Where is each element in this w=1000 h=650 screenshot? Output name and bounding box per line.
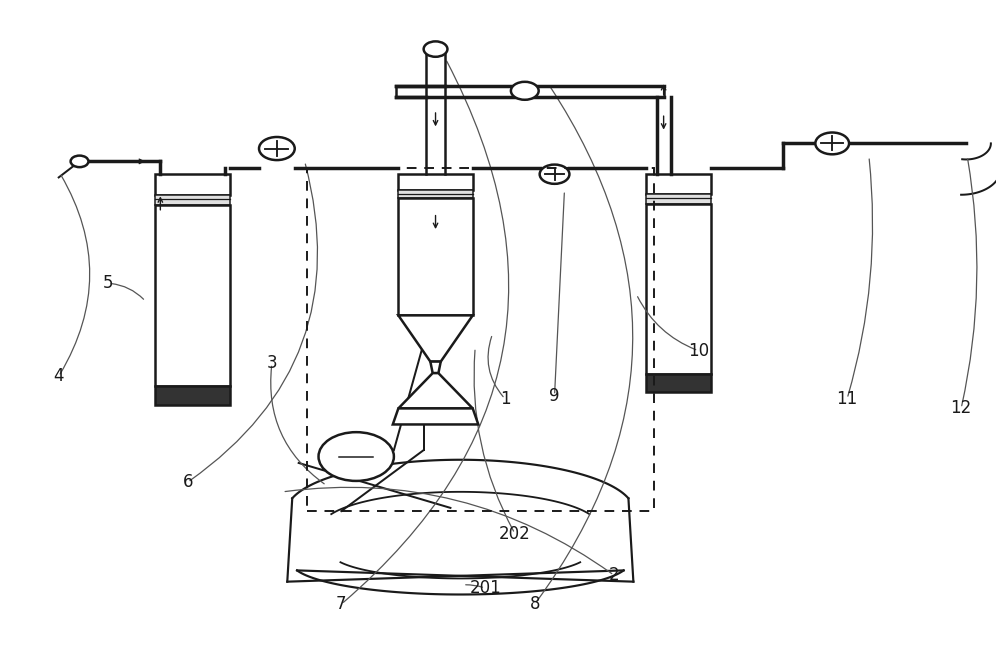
Bar: [155, 385, 230, 405]
Bar: [398, 198, 473, 315]
Text: 2: 2: [609, 566, 619, 584]
Polygon shape: [398, 373, 473, 408]
Text: 4: 4: [53, 367, 64, 385]
Text: 8: 8: [529, 595, 540, 613]
Circle shape: [319, 432, 394, 481]
Text: 201: 201: [469, 579, 501, 597]
Polygon shape: [398, 315, 473, 361]
Bar: [646, 374, 711, 393]
Text: 3: 3: [267, 354, 277, 372]
Bar: [646, 194, 711, 203]
Text: 10: 10: [688, 342, 709, 359]
Polygon shape: [393, 408, 478, 424]
Circle shape: [71, 155, 88, 167]
Text: 12: 12: [950, 399, 972, 417]
Text: 5: 5: [103, 274, 114, 292]
Bar: [155, 205, 230, 385]
Bar: [155, 174, 230, 195]
Bar: [307, 168, 654, 511]
Bar: [398, 174, 473, 190]
Text: 9: 9: [549, 387, 560, 404]
Text: 202: 202: [499, 525, 531, 543]
Bar: [155, 195, 230, 205]
Polygon shape: [430, 361, 441, 373]
Text: 11: 11: [836, 390, 858, 408]
Circle shape: [259, 137, 295, 160]
Circle shape: [540, 164, 569, 184]
Bar: [646, 203, 711, 374]
Text: 1: 1: [500, 390, 510, 408]
Text: 7: 7: [336, 595, 347, 613]
Bar: [646, 174, 711, 194]
Text: 6: 6: [182, 473, 193, 491]
Bar: [398, 190, 473, 198]
Circle shape: [511, 82, 539, 99]
Circle shape: [424, 42, 447, 57]
Circle shape: [815, 133, 849, 154]
